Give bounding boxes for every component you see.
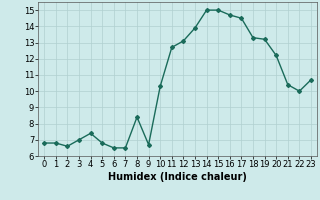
X-axis label: Humidex (Indice chaleur): Humidex (Indice chaleur): [108, 172, 247, 182]
